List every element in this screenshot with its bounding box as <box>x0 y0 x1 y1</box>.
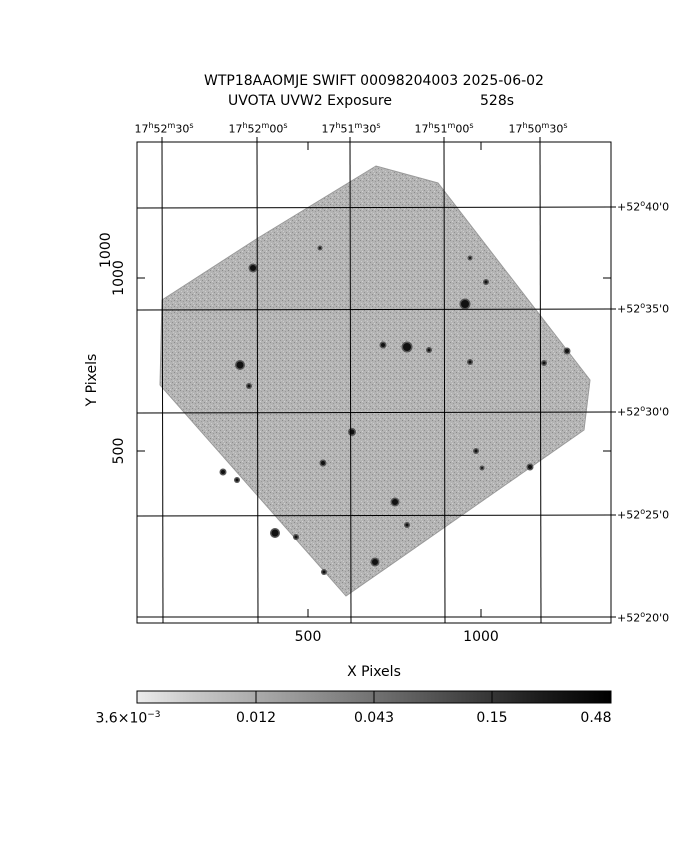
star <box>236 361 244 369</box>
star <box>484 280 488 284</box>
colorbar-ticks <box>255 691 493 703</box>
ra-label: 17h52m00s <box>228 121 288 136</box>
colorbar-label: 0.012 <box>235 710 277 726</box>
star <box>481 467 483 469</box>
dec-label: +52o40'0 <box>617 199 670 214</box>
star <box>271 529 279 537</box>
ra-label: 17h52m30s <box>134 121 194 136</box>
instrument-subtitle: UVOTA UVW2 Exposure <box>228 93 392 109</box>
star <box>247 384 251 388</box>
star <box>322 570 326 574</box>
star <box>392 499 398 505</box>
ra-grid-line <box>256 141 259 624</box>
coordinate-grid <box>136 141 612 624</box>
exposure-footprint <box>159 165 591 597</box>
x-tick-label: 500 <box>294 629 322 645</box>
star <box>381 343 385 347</box>
star <box>528 465 532 469</box>
star <box>321 461 325 465</box>
plot-frame <box>136 141 612 624</box>
ra-label: 17h50m30s <box>508 121 568 136</box>
x-axis-label: X Pixels <box>347 664 401 680</box>
star <box>405 523 409 527</box>
pixel-ticks <box>137 137 616 618</box>
dec-grid-line <box>136 514 612 517</box>
y-tick-label: 1000 <box>111 260 127 296</box>
ra-grid-line <box>539 141 542 624</box>
star <box>294 535 298 539</box>
star <box>403 343 411 351</box>
colorbar-label: 0.043 <box>353 710 395 726</box>
dec-grid-line <box>136 308 612 311</box>
dec-label: +52o25'0 <box>617 507 670 522</box>
ra-grid-line <box>443 141 446 624</box>
dec-grid-line <box>136 206 612 209</box>
dec-label: +52o30'0 <box>617 404 670 419</box>
dec-label: +52o20'0 <box>617 610 670 625</box>
star <box>372 559 378 565</box>
ra-grid-line <box>349 141 352 624</box>
star <box>565 349 569 353</box>
x-tick-label: 1000 <box>463 629 499 645</box>
point-sources <box>219 245 571 575</box>
colorbar-label: 0.48 <box>580 710 612 726</box>
ra-label: 17h51m00s <box>414 121 474 136</box>
star <box>319 247 321 249</box>
star <box>474 449 478 453</box>
star <box>221 470 225 474</box>
colorbar-label: 3.6×10−3 <box>95 710 161 727</box>
dec-label: +52o35'0 <box>617 301 670 316</box>
ra-label: 17h51m30s <box>321 121 381 136</box>
dec-grid-line <box>136 411 612 414</box>
star <box>542 361 546 365</box>
star <box>461 300 469 308</box>
star <box>469 257 471 259</box>
y-axis-label: Y Pixels <box>84 353 100 407</box>
star <box>250 265 256 271</box>
star <box>427 348 431 352</box>
exposure-time: 528s <box>480 93 515 109</box>
star <box>235 478 239 482</box>
star <box>468 360 472 364</box>
image-title: WTP18AAOMJE SWIFT 00098204003 2025-06-02 <box>204 73 544 89</box>
ra-grid-line <box>161 141 164 624</box>
y-tick-label: 500 <box>111 437 127 465</box>
colorbar-label: 0.15 <box>476 710 508 726</box>
